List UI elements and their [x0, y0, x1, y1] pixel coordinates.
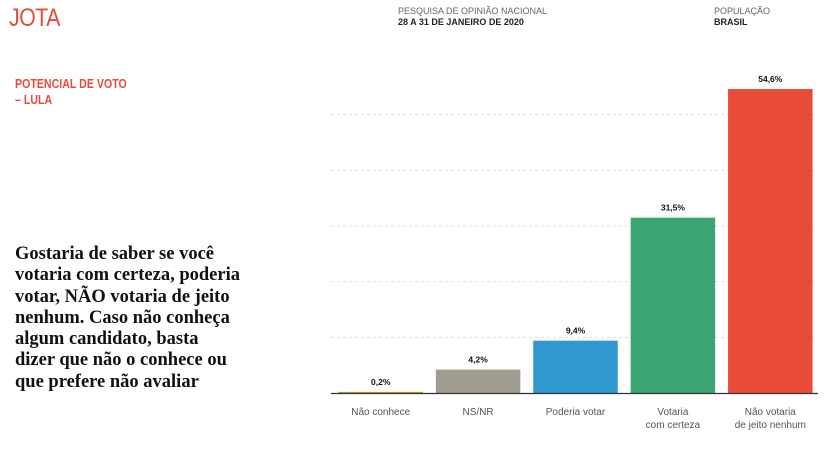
- x-tick-label: com certeza: [646, 420, 701, 431]
- population-label: POPULAÇÃO: [714, 6, 771, 16]
- x-tick-label: NS/NR: [463, 407, 494, 418]
- data-label: 9,4%: [566, 326, 586, 336]
- question-line: que prefere não avaliar: [15, 371, 199, 392]
- question-line: votar, NÃO votaria de jeito: [15, 286, 230, 307]
- data-label: 4,2%: [468, 355, 488, 365]
- question-line: dizer que não o conhece ou: [15, 350, 227, 371]
- chart-title-line: POTENCIAL DE VOTO: [15, 77, 127, 91]
- population-value: BRASIL: [714, 17, 748, 27]
- question-line: votaria com certeza, poderia: [15, 265, 240, 286]
- data-label: 54,6%: [758, 74, 783, 84]
- bar: [630, 217, 716, 393]
- x-tick-label: de jeito nenhum: [735, 420, 806, 431]
- question-line: nenhum. Caso não conheça: [15, 307, 230, 328]
- survey-date: 28 A 31 DE JANEIRO DE 2020: [398, 17, 524, 27]
- bar: [728, 89, 813, 393]
- x-tick-label: Não votaria: [745, 407, 797, 418]
- question-line: Gostaria de saber se você: [15, 244, 215, 264]
- x-tick-label: Não conhece: [351, 407, 410, 418]
- survey-info: PESQUISA DE OPINIÃO NACIONAL 28 A 31 DE …: [398, 6, 547, 28]
- jota-logo: JOTA: [9, 4, 61, 32]
- chart-title: POTENCIAL DE VOTO – LULA: [15, 76, 127, 108]
- survey-label: PESQUISA DE OPINIÃO NACIONAL: [398, 6, 548, 16]
- population-info: POPULAÇÃO BRASIL: [714, 6, 770, 28]
- question-line: algum candidato, basta: [15, 329, 199, 350]
- data-label: 31,5%: [661, 203, 686, 213]
- chart-title-line: – LULA: [15, 93, 53, 107]
- data-label: 0,2%: [371, 377, 391, 387]
- survey-question: Gostaria de saber se você votaria com ce…: [15, 244, 240, 393]
- x-tick-label: Poderia votar: [546, 407, 606, 418]
- bar: [338, 391, 423, 393]
- bar: [533, 340, 618, 393]
- bar: [435, 369, 521, 393]
- x-tick-label: Votaria: [657, 407, 689, 418]
